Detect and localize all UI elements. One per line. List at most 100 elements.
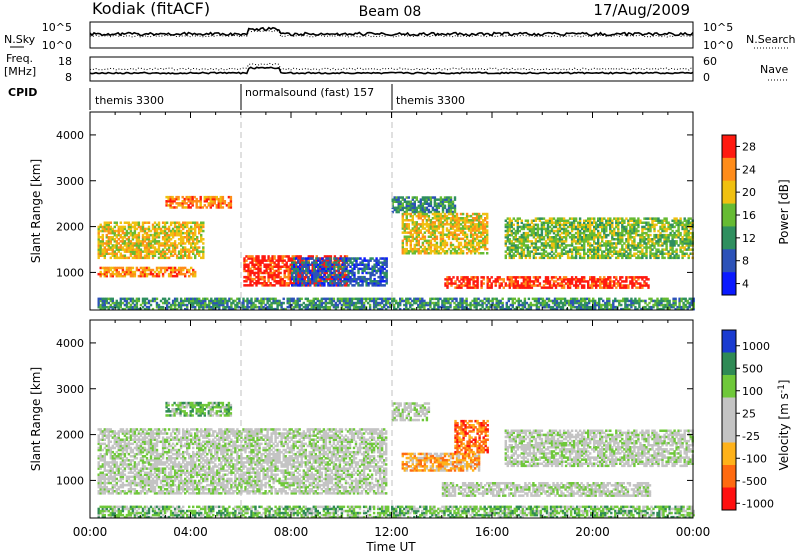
echo-cell: [97, 238, 100, 241]
echo-cell: [425, 223, 429, 226]
echo-cell: [217, 206, 220, 209]
echo-cell: [623, 219, 626, 222]
echo-cell: [255, 282, 258, 285]
echo-cell: [486, 241, 489, 245]
echo-cell: [576, 233, 580, 237]
echo-cell: [153, 229, 157, 233]
echo-cell: [333, 257, 336, 260]
echo-cell: [198, 227, 201, 231]
echo-cell: [568, 217, 572, 220]
echo-cell: [431, 217, 435, 220]
echo-cell: [109, 227, 112, 231]
echo-cell: [576, 240, 580, 243]
echo-cell: [474, 280, 477, 283]
echo-cell: [637, 282, 640, 285]
echo-cell: [317, 269, 320, 273]
echo-cell: [137, 252, 141, 255]
echo-cell: [385, 257, 388, 260]
echo-cell: [566, 219, 570, 222]
echo-cell: [685, 231, 688, 235]
echo-cell: [450, 284, 453, 287]
echo-cell: [427, 202, 431, 205]
echo-cell: [643, 252, 646, 255]
echo-cell: [413, 231, 416, 234]
nave-label: Nave: [760, 63, 788, 76]
echo-cell: [415, 243, 418, 247]
echo-cell: [103, 242, 106, 245]
echo-cell: [413, 221, 416, 224]
echo-cell: [510, 256, 513, 260]
echo-cell: [113, 254, 116, 257]
echo-cell: [570, 233, 574, 237]
echo-cell: [115, 270, 118, 274]
echo-cell: [643, 284, 646, 287]
echo-cell: [141, 250, 145, 253]
echo-cell: [669, 246, 672, 249]
echo-cell: [379, 284, 382, 287]
echo-cell: [461, 245, 465, 249]
echo-cell: [465, 227, 469, 230]
echo-cell: [665, 238, 668, 241]
echo-cell: [554, 256, 558, 260]
echo-cell: [546, 223, 550, 227]
echo-cell: [449, 200, 453, 203]
echo-cell: [421, 250, 425, 253]
echo-cell: [607, 276, 610, 279]
echo-cell: [131, 236, 135, 239]
echo-cell: [560, 282, 564, 285]
echo-cell: [363, 259, 366, 262]
echo-cell: [599, 221, 602, 224]
echo-cell: [633, 225, 636, 229]
echo-cell: [177, 229, 181, 233]
echo-cell: [107, 266, 110, 270]
echo-cell: [421, 225, 425, 228]
echo-cell: [587, 236, 590, 239]
echo-cell: [423, 235, 427, 238]
echo-cell: [667, 223, 670, 227]
echo-cell: [184, 221, 187, 224]
echo-cell: [443, 243, 447, 247]
echo-cell: [667, 252, 670, 255]
echo-cell: [653, 227, 656, 231]
echo-cell: [603, 223, 606, 227]
echo-cell: [679, 242, 682, 245]
echo-cell: [641, 231, 644, 235]
echo-cell: [407, 202, 410, 205]
echo-cell: [271, 265, 274, 268]
echo-cell: [465, 217, 469, 220]
echo-cell: [445, 196, 449, 199]
echo-cell: [289, 259, 292, 262]
echo-cell: [641, 248, 644, 251]
echo-cell: [538, 217, 542, 220]
echo-cell: [562, 231, 566, 235]
echo-cell: [479, 241, 483, 245]
echo-cell: [583, 238, 586, 241]
echo-cell: [607, 286, 610, 289]
echo-cell: [464, 276, 467, 279]
echo-cell: [639, 238, 642, 241]
echo-cell: [607, 223, 610, 227]
echo-cell: [550, 238, 554, 241]
echo-cell: [121, 254, 125, 257]
echo-cell: [427, 219, 431, 222]
echo-cell: [343, 284, 347, 287]
echo-cell: [639, 282, 642, 285]
echo-cell: [685, 252, 688, 255]
echo-cell: [181, 200, 184, 203]
echo-cell: [299, 275, 302, 279]
echo-cell: [407, 227, 410, 230]
echo-cell: [419, 225, 422, 228]
echo-cell: [562, 284, 566, 287]
echo-cell: [593, 221, 596, 224]
echo-cell: [285, 255, 288, 258]
echo-cell: [498, 276, 501, 279]
echo-cell: [355, 277, 358, 281]
echo-cell: [131, 270, 135, 274]
echo-cell: [514, 231, 517, 235]
echo-cell: [433, 247, 437, 251]
echo-cell: [423, 239, 427, 243]
echo-cell: [194, 229, 197, 233]
echo-cell: [171, 236, 175, 239]
echo-cell: [562, 223, 566, 227]
echo-cell: [554, 284, 558, 287]
